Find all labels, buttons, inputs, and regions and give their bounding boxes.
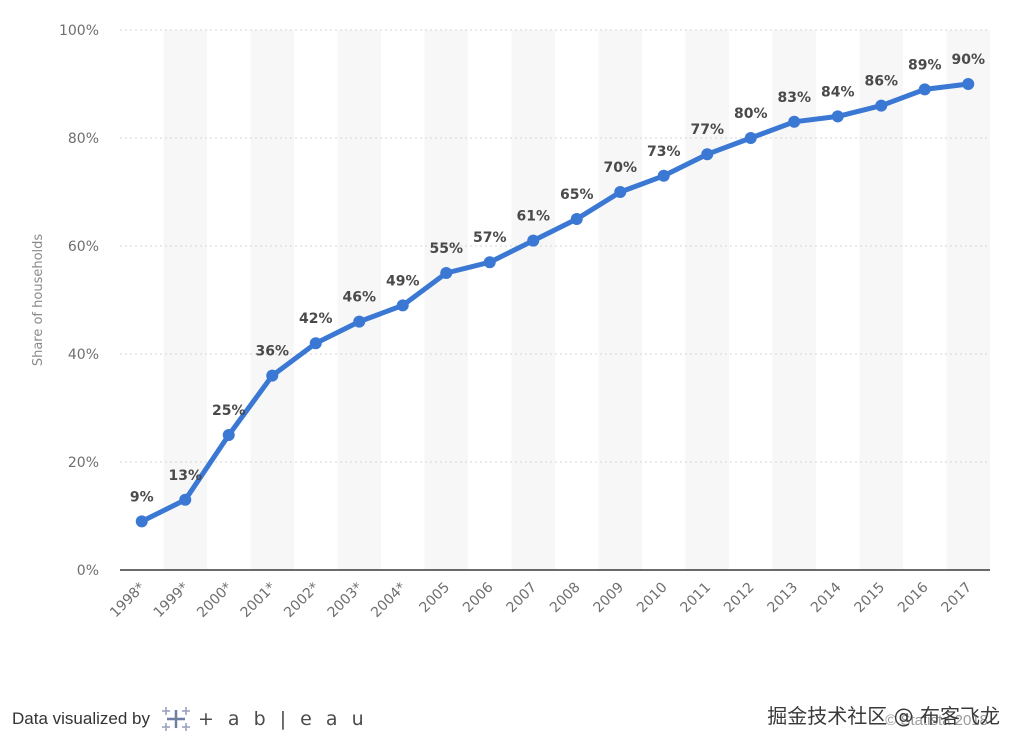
- data-point[interactable]: [744, 132, 757, 144]
- data-label: 42%: [299, 311, 333, 327]
- data-point[interactable]: [657, 169, 670, 182]
- y-tick-label: 60%: [68, 239, 99, 255]
- data-point[interactable]: [440, 267, 453, 279]
- x-tick-label: 2003*: [325, 580, 366, 621]
- x-tick-label: 2011: [678, 580, 715, 617]
- x-tick-label: 2015: [852, 580, 889, 617]
- data-points: [135, 78, 975, 528]
- x-tick-label: 2004*: [368, 580, 409, 621]
- data-visualized-by-text: Data visualized by: [12, 709, 150, 728]
- x-tick-label: 2008: [547, 580, 584, 617]
- column-band: [337, 30, 381, 570]
- data-point[interactable]: [788, 115, 801, 128]
- data-label: 65%: [560, 187, 594, 203]
- data-label: 70%: [603, 160, 637, 176]
- column-band: [163, 30, 207, 570]
- x-tick-label: 2014: [808, 579, 845, 616]
- x-tick-label: 2006: [460, 579, 497, 616]
- data-label: 25%: [212, 403, 246, 419]
- alternating-column-bands: [163, 30, 990, 570]
- x-tick-label: 2000*: [194, 580, 235, 621]
- data-point[interactable]: [918, 83, 931, 96]
- data-label: 84%: [821, 84, 855, 100]
- column-band: [424, 30, 468, 570]
- data-label: 36%: [255, 344, 289, 360]
- data-point[interactable]: [222, 429, 235, 441]
- data-labels: 9% 13% 25% 36% 42% 46% 49% 55% 57% 61% 65% 70% 73% 77…: [130, 52, 985, 505]
- series-line: [139, 81, 971, 524]
- data-label: 61%: [516, 209, 550, 225]
- x-tick-label: 2002*: [281, 580, 322, 621]
- tableau-wordmark: + a b | e a u: [197, 708, 368, 730]
- data-point[interactable]: [483, 256, 496, 269]
- gridlines: [120, 29, 990, 571]
- data-label: 9%: [130, 489, 154, 505]
- data-label: 13%: [168, 468, 202, 484]
- line-chart: 0%20%40%60%80%100% 1998* 1999* 2000* 2001* 2…: [31, 23, 990, 621]
- data-point[interactable]: [875, 99, 888, 112]
- data-point[interactable]: [527, 234, 540, 247]
- data-label: 80%: [734, 106, 768, 122]
- data-label: 83%: [777, 90, 811, 106]
- x-tick-label: 2007: [504, 580, 541, 617]
- x-tick-label: 2010: [634, 580, 671, 617]
- column-band: [685, 30, 729, 570]
- data-point[interactable]: [179, 493, 192, 506]
- x-tick-label: 2013: [765, 580, 802, 617]
- y-tick-label: 100%: [59, 23, 99, 39]
- data-point[interactable]: [309, 337, 322, 350]
- data-point[interactable]: [831, 110, 844, 123]
- data-label: 49%: [386, 273, 420, 289]
- tableau-logo[interactable]: + a b | e a u: [158, 704, 368, 734]
- y-axis-ticks: 0% 20% 40% 60% 80% 100%: [59, 23, 99, 579]
- x-tick-label: 2009: [591, 580, 628, 617]
- data-label: 73%: [647, 144, 681, 160]
- column-band: [772, 30, 816, 570]
- data-point[interactable]: [266, 369, 279, 382]
- data-point[interactable]: [962, 78, 975, 90]
- column-band: [598, 30, 642, 570]
- x-tick-label: 2012: [721, 580, 758, 617]
- y-tick-label: 80%: [68, 131, 99, 147]
- x-tick-label: 2001*: [238, 580, 279, 621]
- data-point[interactable]: [353, 315, 366, 328]
- tableau-cross-icon: [161, 707, 190, 731]
- data-point[interactable]: [396, 299, 409, 312]
- y-tick-label: 0%: [77, 563, 99, 579]
- data-label: 57%: [473, 230, 507, 246]
- column-band: [859, 30, 903, 570]
- data-label: 89%: [908, 57, 942, 73]
- data-point[interactable]: [135, 515, 148, 528]
- y-tick-label: 40%: [68, 347, 99, 363]
- data-point[interactable]: [570, 213, 583, 225]
- x-tick-label: 2005: [417, 580, 454, 617]
- data-label: 86%: [864, 74, 898, 90]
- y-tick-label: 20%: [68, 455, 99, 471]
- data-label: 90%: [951, 52, 985, 68]
- watermark-text: 掘金技术社区 @ 布客飞龙: [767, 704, 1000, 728]
- data-visualized-by-footer: Data visualized by + a b | e a u: [12, 704, 368, 734]
- x-tick-label: 2017: [939, 580, 976, 617]
- data-label: 77%: [690, 122, 724, 138]
- x-tick-label: 1998*: [107, 580, 148, 621]
- data-point[interactable]: [614, 186, 627, 198]
- statista-credit[interactable]: © Statista 2018: [885, 712, 988, 729]
- x-tick-label: 1999*: [151, 580, 192, 621]
- column-band: [511, 30, 555, 570]
- x-axis-ticks: 1998* 1999* 2000* 2001* 2002* 2003* 2004* 2005 2…: [107, 579, 975, 621]
- x-tick-label: 2016: [895, 579, 932, 616]
- data-point[interactable]: [701, 148, 714, 161]
- column-band: [250, 30, 294, 570]
- column-band: [946, 30, 990, 570]
- y-axis-label: Share of households: [31, 234, 46, 367]
- data-label: 46%: [342, 290, 376, 306]
- data-label: 55%: [429, 241, 463, 257]
